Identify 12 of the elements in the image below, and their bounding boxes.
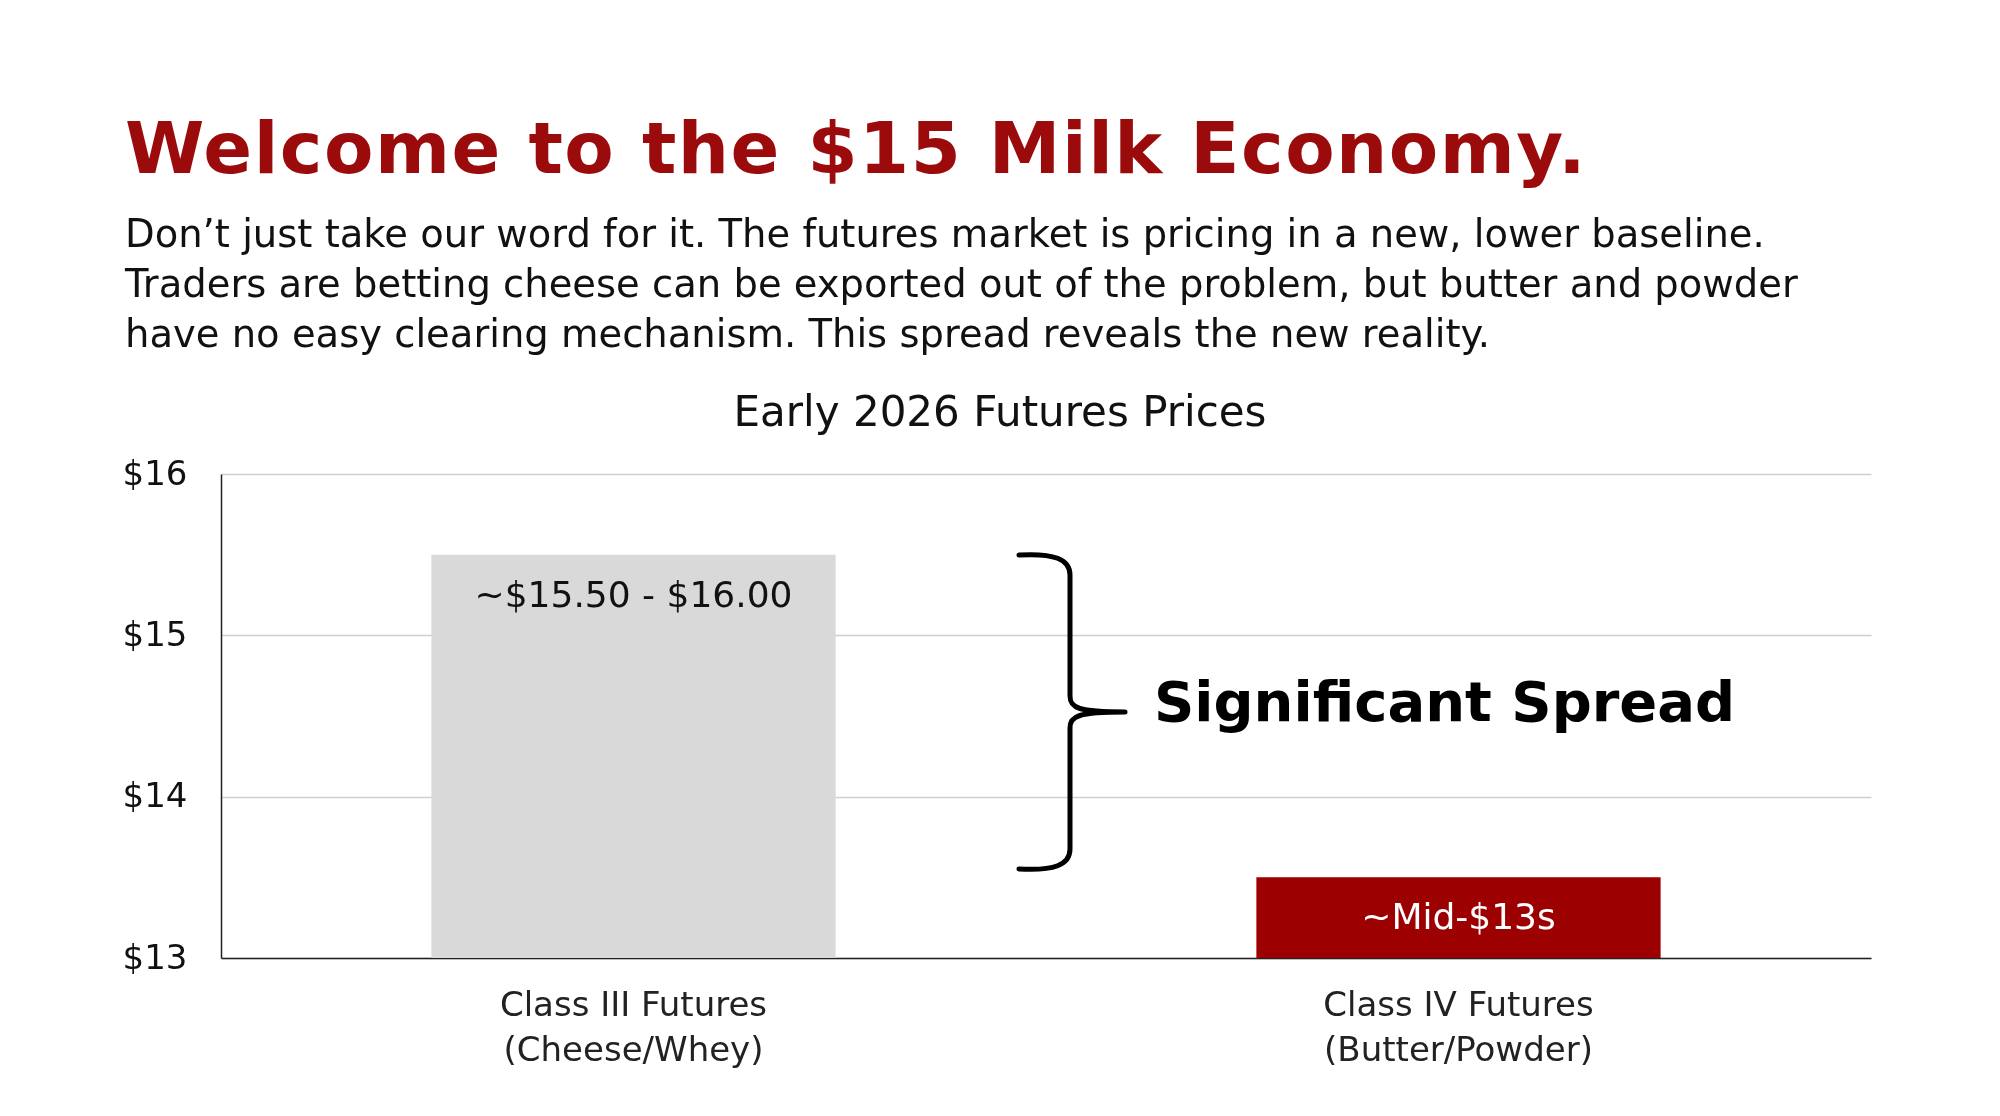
x-tick-label: Class III Futures (Cheese/Whey) (499, 983, 768, 1069)
y-tick-label: $14 (122, 775, 188, 816)
y-tick-label: $16 (122, 452, 188, 493)
chart-subtitle: Don’t just take our word for it. The futures market is pricing in a new, lower baseline. Traders are betting cheese can be exported out of the problem, but butter and powder have no easy clearing mechanism. This spread reveals the new reality. (125, 210, 1798, 358)
y-tick-label: $13 (122, 936, 188, 977)
y-tick-label: $15 (122, 613, 188, 654)
annotation: Significant Spread (1154, 668, 1736, 734)
chart-title: Welcome to the $15 Milk Economy. (125, 106, 1588, 190)
x-tick-label: Class IV Futures (Butter/Powder) (1323, 983, 1594, 1069)
data-label: ~$15.50 - $16.00 (474, 573, 793, 615)
text: Early 2026 Futures Prices (732, 387, 1268, 436)
data-label: ~Mid-$13s (1361, 896, 1556, 938)
